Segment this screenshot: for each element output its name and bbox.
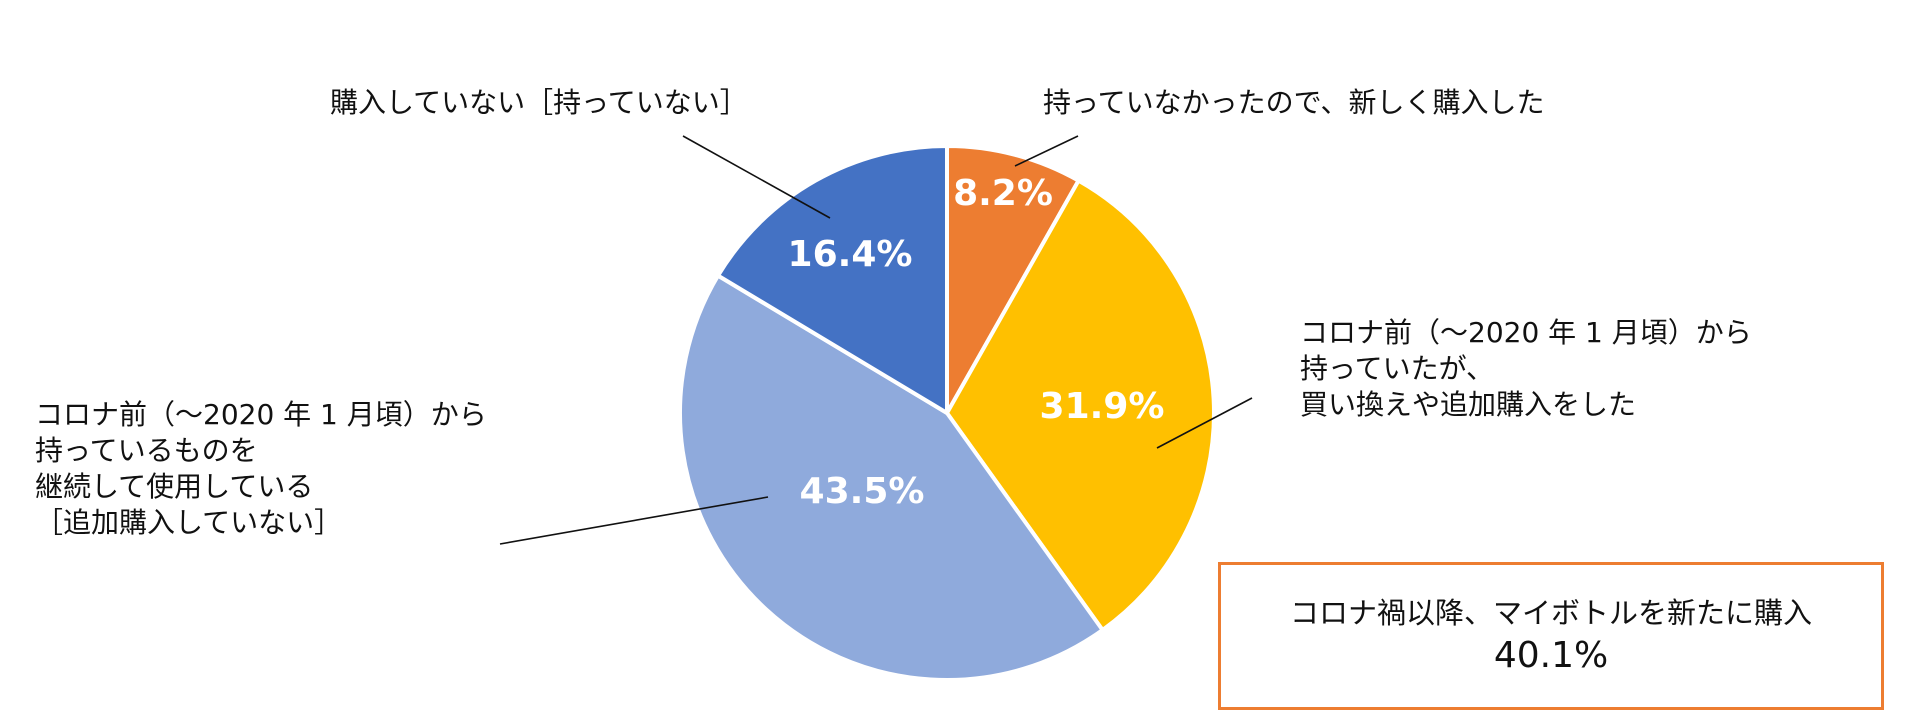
category-label-line: 持っていなかったので、新しく購入した <box>1043 86 1544 119</box>
leader-line-2 <box>1156 397 1253 449</box>
category-label-line: 持っていたが、 <box>1300 352 1494 385</box>
category-label-line: コロナ前（～2020 年 1 月頃）から <box>35 398 487 431</box>
category-label-1: 持っていなかったので、新しく購入した <box>1043 86 1544 119</box>
category-label-line: 購入していない［持っていない］ <box>330 86 748 119</box>
slice-value-label-2: 31.9% <box>1040 386 1165 427</box>
pie-slice-1 <box>945 144 1081 415</box>
category-label-line: コロナ前（～2020 年 1 月頃）から <box>1300 316 1752 349</box>
category-label-line: 持っているものを <box>35 434 258 467</box>
pie-slice-4 <box>716 144 949 415</box>
slice-value-label-3: 43.5% <box>800 471 925 512</box>
pie-slice-2 <box>945 178 1216 632</box>
slice-value-label-4: 16.4% <box>788 234 913 275</box>
leader-line-3 <box>499 496 769 545</box>
pie-slice-3 <box>678 273 1105 682</box>
category-label-2: コロナ前（～2020 年 1 月頃）から持っていたが、買い換えや追加購入をした <box>1300 316 1752 421</box>
leader-line-1 <box>1014 135 1079 167</box>
summary-label: コロナ禍以降、マイボトルを新たに購入 <box>1289 596 1812 630</box>
category-label-line: 買い換えや追加購入をした <box>1300 388 1636 421</box>
slice-value-label-1: 8.2% <box>953 173 1053 214</box>
summary-box: コロナ禍以降、マイボトルを新たに購入 40.1% <box>1218 562 1884 710</box>
summary-value: 40.1% <box>1493 635 1609 676</box>
category-label-line: 継続して使用している <box>35 470 313 503</box>
leader-line-4 <box>682 135 831 219</box>
category-label-4: 購入していない［持っていない］ <box>330 86 748 119</box>
category-label-line: ［追加購入していない］ <box>35 506 342 539</box>
category-label-3: コロナ前（～2020 年 1 月頃）から持っているものを継続して使用している［追… <box>35 398 487 539</box>
